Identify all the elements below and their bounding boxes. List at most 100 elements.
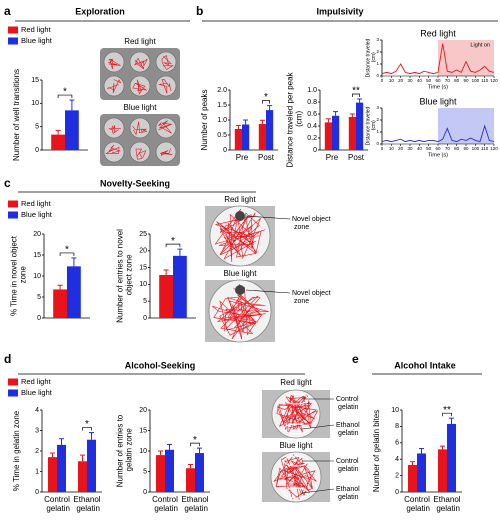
x-tick-label: 70 <box>445 78 451 83</box>
highlight <box>438 108 494 144</box>
error-bar <box>167 443 172 450</box>
arena <box>271 389 321 439</box>
bar <box>447 423 456 492</box>
well <box>155 117 177 139</box>
significance-bracket <box>57 94 73 99</box>
error-bar <box>243 119 249 125</box>
legend-swatch <box>8 37 18 45</box>
y-tick-label: 0.4 <box>307 123 317 130</box>
photo-label: Control gelatin <box>336 396 359 411</box>
track <box>107 79 122 94</box>
chart-title: Blue light <box>419 96 457 106</box>
significance-bracket <box>352 93 360 97</box>
x-tick-label: Control gelatin <box>404 495 430 513</box>
significance-bracket <box>262 100 270 104</box>
x-tick-label: Pre <box>326 153 339 162</box>
y-tick-label: 15 <box>139 264 147 271</box>
y-tick-label: 0.5 <box>217 132 227 139</box>
x-tick-label: 90 <box>463 146 469 151</box>
y-axis-label: Distance traveled (cm) <box>366 106 378 145</box>
bar <box>67 266 81 318</box>
y-tick-label: 3 <box>376 37 379 42</box>
y-tick-label: 0 <box>35 147 39 154</box>
photo-title: Red light <box>224 195 256 204</box>
x-tick-label: 80 <box>454 78 460 83</box>
error-bar <box>177 248 183 256</box>
error-bar <box>80 454 85 462</box>
significance-label: * <box>65 245 69 256</box>
panel-title: Novelty-Seeking <box>100 178 170 188</box>
error-bar <box>57 284 63 290</box>
photo <box>262 389 330 439</box>
significance-bracket <box>59 252 75 256</box>
bar <box>165 449 174 492</box>
y-tick-label: 5 <box>37 294 41 301</box>
bar <box>258 123 266 150</box>
y-tick-label: 0 <box>143 489 147 496</box>
significance-bracket <box>190 442 200 447</box>
x-tick-label: 30 <box>407 146 413 151</box>
bar <box>57 444 66 492</box>
legend-label: Red light <box>21 199 52 208</box>
y-axis-label: % Time in novel object zone <box>10 235 28 316</box>
error-bar <box>325 118 331 123</box>
x-tick-label: 110 <box>481 146 489 151</box>
track <box>214 208 266 263</box>
x-tick-label: Ethanol gelatin <box>73 495 100 513</box>
track <box>108 125 121 135</box>
track <box>160 148 173 156</box>
pointer <box>245 215 291 220</box>
y-axis-label: Distance traveled per peak (cm) <box>286 71 304 167</box>
photo-title: Blue light <box>124 103 158 112</box>
x-tick-label: 90 <box>463 78 469 83</box>
y-tick-label: 10 <box>391 407 399 414</box>
y-tick-label: 10 <box>139 448 147 455</box>
bar <box>408 464 417 492</box>
x-tick-label: Ethanol gelatin <box>433 495 460 513</box>
bar <box>173 255 187 318</box>
legend-label: Blue light <box>21 388 53 397</box>
bar <box>417 453 426 492</box>
legend-swatch <box>8 26 18 34</box>
significance-label: ** <box>443 405 451 416</box>
bar <box>156 455 165 492</box>
error-bar <box>197 447 202 454</box>
y-tick-label: 2 <box>35 448 39 455</box>
bar <box>65 110 79 150</box>
bar <box>266 110 274 150</box>
significance-label: * <box>63 87 67 98</box>
pointer <box>301 424 335 430</box>
y-tick-label: 15 <box>139 427 147 434</box>
y-tick-label: 1.5 <box>217 102 227 109</box>
track <box>134 57 148 70</box>
bar <box>48 457 57 492</box>
x-tick-label: 50 <box>426 78 432 83</box>
gelatin-zone <box>283 423 309 435</box>
y-tick-label: 2.0 <box>217 87 227 94</box>
bar <box>324 122 332 150</box>
x-tick-label: 110 <box>481 78 489 83</box>
error-bar <box>419 448 424 454</box>
error-bar <box>71 257 77 267</box>
error-bar <box>235 124 241 129</box>
legend-label: Red light <box>21 25 52 34</box>
bar <box>242 124 250 150</box>
y-tick-label: 10 <box>139 281 147 288</box>
x-tick-label: 10 <box>389 78 395 83</box>
panel-letter: d <box>4 352 11 366</box>
significance-label: * <box>85 419 89 430</box>
well <box>129 117 151 139</box>
highlight-label: Light on <box>470 42 490 48</box>
x-axis-label: Time (s) <box>428 84 448 90</box>
significance-label: * <box>264 92 268 103</box>
error-bar <box>50 452 55 458</box>
y-tick-label: 20 <box>139 248 147 255</box>
trace <box>381 124 495 143</box>
legend-label: Red light <box>21 377 52 386</box>
gelatin-zone <box>283 487 309 499</box>
bar <box>159 274 173 318</box>
y-axis-label: Number of entries to novel object zone <box>116 229 134 323</box>
bar <box>234 129 242 150</box>
y-axis-label: % Time in gelatin zone <box>12 410 21 491</box>
track <box>161 54 174 70</box>
